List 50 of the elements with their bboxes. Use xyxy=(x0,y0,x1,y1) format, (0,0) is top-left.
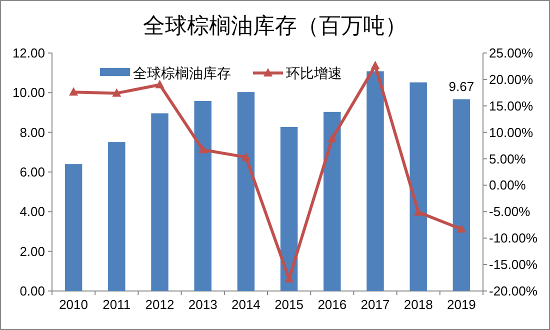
legend-label: 环比增速 xyxy=(286,65,342,81)
point xyxy=(456,224,466,233)
chart-title: 全球棕榈油库存（百万吨） xyxy=(143,13,407,38)
point xyxy=(328,134,337,142)
x-tick-label: 2016 xyxy=(318,297,347,312)
data-label: 9.67 xyxy=(448,79,474,94)
point xyxy=(112,88,122,97)
x-tick-label: 2012 xyxy=(145,297,174,312)
bar xyxy=(64,164,82,291)
bar xyxy=(452,99,470,291)
point xyxy=(370,60,380,70)
y2-tick-label: 20.00% xyxy=(489,72,534,87)
y-tick-label: 4.00 xyxy=(20,204,45,220)
bar xyxy=(151,113,168,291)
y2-tick-label: 5.00% xyxy=(489,151,526,166)
y-tick-label: 2.00 xyxy=(20,244,45,259)
bar xyxy=(237,92,255,291)
bar xyxy=(108,142,126,291)
y-tick-label: 12.00 xyxy=(12,46,45,60)
point xyxy=(155,80,164,88)
y2-tick-label: 25.00% xyxy=(489,46,534,60)
x-tick-label: 2014 xyxy=(231,297,260,312)
x-tick-label: 2018 xyxy=(404,297,433,312)
y-tick-label: 0.00 xyxy=(20,284,45,298)
y2-tick-label: 15.00% xyxy=(489,98,534,114)
y-tick-label: 6.00 xyxy=(20,164,45,180)
x-tick-label: 2015 xyxy=(274,297,304,312)
y2-tick-label: -5.00% xyxy=(489,204,531,220)
bar xyxy=(410,82,427,291)
y2-tick-label: 0.00% xyxy=(489,178,526,193)
legend-label: 全球棕榈油库存 xyxy=(133,65,231,81)
x-tick-label: 2011 xyxy=(102,297,131,312)
point xyxy=(198,144,208,154)
x-tick-label: 2010 xyxy=(59,297,88,312)
bar xyxy=(280,126,298,291)
y-tick-label: 10.00 xyxy=(12,85,45,100)
y2-tick-label: 10.00% xyxy=(489,124,534,140)
point xyxy=(69,87,78,96)
y2-tick-label: -10.00% xyxy=(489,230,538,246)
bar xyxy=(366,71,384,291)
y2-tick-label: -15.00% xyxy=(489,257,538,272)
point xyxy=(241,152,250,161)
bar xyxy=(324,112,341,291)
point xyxy=(414,207,423,216)
x-tick-label: 2017 xyxy=(360,297,390,312)
x-tick-label: 2019 xyxy=(446,297,476,312)
x-tick-label: 2013 xyxy=(188,297,218,312)
bar xyxy=(194,100,212,291)
y-tick-label: 8.00 xyxy=(20,124,45,140)
y2-tick-label: -20.00% xyxy=(489,284,538,298)
